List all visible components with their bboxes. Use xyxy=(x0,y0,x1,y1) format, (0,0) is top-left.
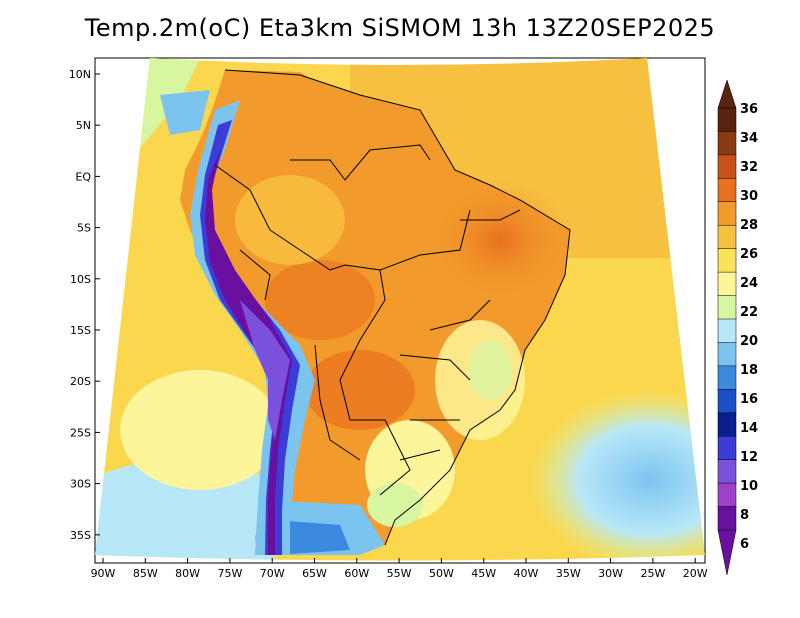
colorbar-segment xyxy=(717,131,737,156)
lon-label: 50W xyxy=(429,567,454,580)
amazon-cooler xyxy=(235,175,345,265)
lon-label: 35W xyxy=(556,567,581,580)
border-andean xyxy=(214,164,361,461)
colorbar-label: 14 xyxy=(740,421,758,436)
coastline xyxy=(224,69,571,546)
colorbar-segment xyxy=(717,389,737,414)
colorbar-segment xyxy=(717,201,737,226)
colorbar-segment xyxy=(717,506,737,531)
colorbar-label: 34 xyxy=(740,131,758,146)
colorbar-segment xyxy=(717,342,737,367)
map-frame xyxy=(94,57,706,564)
colorbar-segment xyxy=(717,154,737,180)
temperature-field xyxy=(95,58,705,561)
map-title: Temp.2m(oC) Eta3km SiSMOM 13h 13Z20SEP20… xyxy=(84,14,716,42)
southern-cone-inner xyxy=(275,520,350,555)
lon-label: 30W xyxy=(598,567,623,580)
colorbar-label: 36 xyxy=(740,102,758,117)
lon-label: 75W xyxy=(217,567,242,580)
lat-label: 30S xyxy=(70,478,91,491)
lon-label: 85W xyxy=(133,567,158,580)
colorbar-label: 10 xyxy=(740,479,758,494)
ocean-cool-south xyxy=(530,390,705,561)
lat-label: 5S xyxy=(77,222,91,235)
colorbar-label: 32 xyxy=(740,160,758,175)
lon-label: 25W xyxy=(640,567,665,580)
colorbar-label: 28 xyxy=(740,218,758,233)
pacific-cool-south xyxy=(95,460,300,561)
colorbar-label: 8 xyxy=(740,508,749,523)
colorbar-label: 30 xyxy=(740,189,758,204)
colorbar: 36 34 32 30 28 26 24 22 20 18 16 14 12 10 8 6 xyxy=(717,79,758,576)
political-borders xyxy=(214,69,571,546)
lat-label: 10S xyxy=(70,273,91,286)
colorbar-label: 12 xyxy=(740,450,758,465)
central-hot xyxy=(305,350,415,430)
colorbar-label: 24 xyxy=(740,276,758,291)
pacific-green-band xyxy=(120,370,280,490)
colorbar-label: 20 xyxy=(740,334,758,349)
longitude-ticks: 90W 85W 80W 75W 70W 65W 60W 55W 50W 45W 40W 35W 30W 2… xyxy=(91,558,708,580)
colorbar-label: 16 xyxy=(740,392,758,407)
colorbar-label: 22 xyxy=(740,305,758,320)
pacific-nw-blue xyxy=(160,90,210,135)
lat-label: 25S xyxy=(70,426,91,439)
border-states xyxy=(379,209,521,461)
colorbar-label: 6 xyxy=(740,537,749,552)
colorbar-segment xyxy=(717,107,737,133)
colorbar-segment xyxy=(717,435,737,461)
colorbar-over-arrow xyxy=(717,79,737,109)
lat-label: 15S xyxy=(70,324,91,337)
andes-highpeaks xyxy=(240,300,290,440)
lon-label: 60W xyxy=(344,567,369,580)
colorbar-segment xyxy=(717,365,737,391)
colorbar-segment xyxy=(717,318,737,344)
colorbar-segment xyxy=(717,482,737,508)
colorbar-segment xyxy=(717,178,737,203)
lat-label: EQ xyxy=(75,170,91,183)
colorbar-segment xyxy=(717,271,737,297)
colorbar-label: 26 xyxy=(740,247,758,262)
lat-label: 5N xyxy=(76,119,91,132)
latitude-ticks: 10N 5N EQ 5S 10S 15S 20S 25S 30S 35S xyxy=(69,68,100,542)
colorbar-segment xyxy=(717,459,737,484)
ne-hot-core xyxy=(430,180,570,300)
amazon-warm xyxy=(265,260,375,340)
lon-label: 55W xyxy=(387,567,412,580)
lon-label: 70W xyxy=(260,567,285,580)
lon-label: 45W xyxy=(471,567,496,580)
lat-label: 35S xyxy=(70,529,91,542)
colorbar-segment xyxy=(717,295,737,320)
colorbar-segment xyxy=(717,224,737,250)
border-brazil-west xyxy=(269,144,431,496)
lon-label: 80W xyxy=(175,567,200,580)
colorbar-under-arrow xyxy=(717,529,737,576)
lat-label: 20S xyxy=(70,375,91,388)
lat-label: 10N xyxy=(69,68,91,81)
lon-label: 65W xyxy=(302,567,327,580)
lon-label: 40W xyxy=(514,567,539,580)
colorbar-segment xyxy=(717,412,737,437)
lon-label: 90W xyxy=(91,567,116,580)
colorbar-label: 18 xyxy=(740,363,758,378)
lon-label: 20W xyxy=(683,567,708,580)
colorbar-segment xyxy=(717,248,737,273)
se-highlands-green xyxy=(468,340,512,400)
